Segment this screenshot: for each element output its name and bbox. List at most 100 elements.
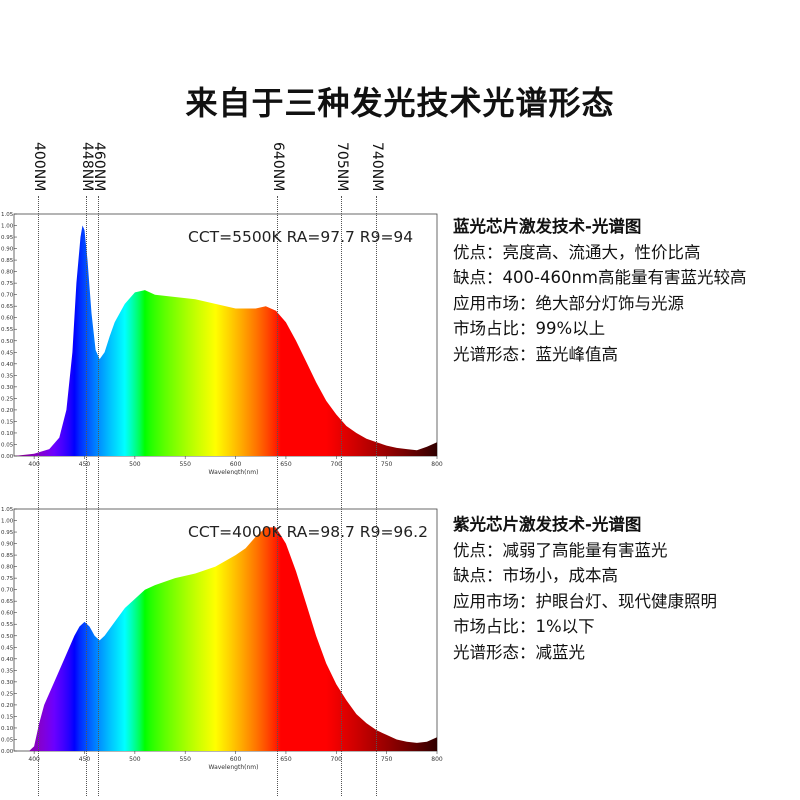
y-tick-label: 0.40 [1,657,14,663]
y-tick-label: 0.30 [1,680,14,686]
info-key: 市场占比 [453,617,519,636]
info-key: 应用市场 [453,293,519,313]
y-tick-label: 0.10 [1,431,14,437]
marker-line [98,196,99,796]
y-tick-label: 0.80 [1,565,14,571]
page-title: 来自于三种发光技术光谱形态 [185,84,615,122]
y-tick-label: 0.60 [1,316,14,322]
info-row: 优点：减弱了高能量有害蓝光 [453,540,668,560]
x-tick-label: 450 [79,461,91,468]
y-tick-label: 0.55 [1,622,14,628]
y-tick-label: 0.05 [1,737,14,743]
y-tick-label: 0.10 [1,726,14,732]
marker-label-740: 740NM [369,142,385,192]
info-value: 1%以下 [535,617,595,636]
x-tick-label: 800 [431,756,443,763]
info-key: 光谱形态 [453,642,519,662]
y-tick-label: 0.65 [1,599,14,605]
y-tick-label: 0.00 [1,749,14,755]
info-key: 应用市场 [453,591,519,611]
y-tick-label: 0.95 [1,235,14,241]
y-tick-label: 0.40 [1,362,14,368]
marker-line [86,196,87,796]
x-tick-label: 750 [381,461,393,468]
x-tick-label: 800 [431,461,443,468]
x-tick-label: 700 [331,461,343,468]
y-tick-label: 0.25 [1,396,14,402]
info-value: 400-460nm高能量有害蓝光较高 [502,268,747,287]
y-tick-label: 0.70 [1,293,14,299]
info-key: 缺点 [453,268,486,287]
x-tick-label: 650 [280,756,292,763]
info-title: 紫光芯片激发技术-光谱图 [453,515,642,534]
info-value: 护眼台灯、现代健康照明 [535,591,718,611]
info-row: 应用市场：护眼台灯、现代健康照明 [453,591,718,611]
y-tick-label: 0.90 [1,542,14,548]
y-tick-label: 0.85 [1,258,14,264]
marker-label-400: 400NM [31,142,47,192]
info-value: 蓝光峰值高 [535,344,619,364]
y-tick-label: 0.95 [1,530,14,536]
marker-line [38,196,39,796]
info-value: 99%以上 [535,319,606,338]
x-tick-label: 600 [230,756,242,763]
x-axis-label: Wavelength(nm) [209,764,259,771]
info-row: 优点：亮度高、流通大，性价比高 [453,242,701,262]
x-tick-label: 500 [129,756,141,763]
spectrum-stats: CCT=5500K RA=97.7 R9=94 [188,228,413,246]
y-tick-label: 0.20 [1,703,14,709]
y-tick-label: 0.00 [1,454,14,460]
info-value: 市场小，成本高 [502,566,619,585]
info-value: 减蓝光 [535,642,586,662]
y-tick-label: 0.50 [1,634,14,640]
y-tick-label: 0.45 [1,645,14,651]
y-tick-label: 0.35 [1,668,14,674]
info-row: 光谱形态：蓝光峰值高 [453,344,619,364]
y-tick-label: 0.20 [1,408,14,414]
y-tick-label: 0.85 [1,553,14,559]
x-tick-label: 700 [331,756,343,763]
spectrum-chart-blue-chip: 0.00 0.05 0.10 0.15 0.20 0.25 0.30 0.35 0.40 0.45… [1,212,443,475]
info-key: 缺点 [453,566,486,585]
info-key: 市场占比 [453,319,519,338]
info-value: 亮度高、流通大，性价比高 [502,242,701,262]
marker-label-705: 705NM [334,142,350,192]
y-tick-label: 0.35 [1,373,14,379]
info-title: 蓝光芯片激发技术-光谱图 [453,217,642,236]
spectrum-chart-violet-chip: 0.00 0.05 0.10 0.15 0.20 0.25 0.30 0.35 0.40 0.45… [1,507,443,771]
info-panel-blue-chip: 蓝光芯片激发技术-光谱图 优点：亮度高、流通大，性价比高 缺点：400-460n… [453,214,798,367]
marker-line [277,196,278,796]
info-value: 减弱了高能量有害蓝光 [502,540,668,560]
x-tick-label: 650 [280,461,292,468]
y-tick-label: 0.65 [1,304,14,310]
y-tick-label: 0.25 [1,691,14,697]
y-tick-label: 0.60 [1,611,14,617]
y-tick-label: 0.15 [1,419,14,425]
info-value: 绝大部分灯饰与光源 [535,293,685,313]
y-tick-label: 0.70 [1,588,14,594]
marker-line [376,196,377,796]
y-tick-label: 1.05 [1,212,14,218]
y-tick-label: 1.00 [1,519,14,525]
spectrum-area [14,225,437,456]
x-tick-label: 450 [79,756,91,763]
x-tick-label: 400 [28,756,40,763]
y-tick-label: 0.05 [1,442,14,448]
info-key: 优点 [453,242,486,262]
info-key: 光谱形态 [453,344,519,364]
info-panel-violet-chip: 紫光芯片激发技术-光谱图 优点：减弱了高能量有害蓝光 缺点：市场小，成本高 应用… [453,512,798,665]
info-key: 优点 [453,540,486,560]
marker-label-640: 640NM [270,142,286,192]
x-tick-label: 400 [28,461,40,468]
y-tick-label: 1.00 [1,224,14,230]
x-axis-label: Wavelength(nm) [209,469,259,475]
y-tick-label: 0.30 [1,385,14,391]
x-tick-label: 500 [129,461,141,468]
x-tick-label: 550 [179,756,191,763]
y-tick-label: 0.55 [1,327,14,333]
info-row: 缺点：400-460nm高能量有害蓝光较高 [453,268,747,287]
info-row: 缺点：市场小，成本高 [453,566,619,585]
x-tick-label: 600 [230,461,242,468]
y-tick-label: 0.75 [1,576,14,582]
y-tick-label: 0.90 [1,247,14,253]
